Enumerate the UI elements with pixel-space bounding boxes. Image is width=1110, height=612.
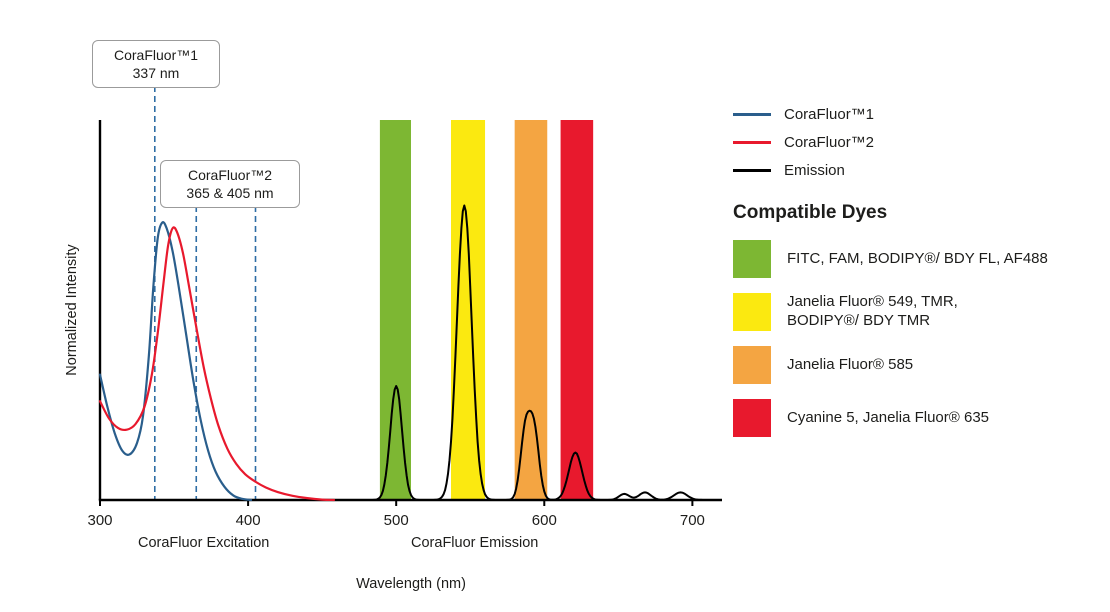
callout-corafluor2-title: CoraFluor™2 xyxy=(187,167,273,183)
corafluor1-line-swatch xyxy=(733,112,771,116)
axis-section-label-1: CoraFluor Excitation xyxy=(138,535,269,551)
legend-label-corafluor2: CoraFluor™2 xyxy=(784,133,875,151)
callout-corafluor1: CoraFluor™1 337 nm xyxy=(92,40,220,89)
red-dye-label: Cyanine 5, Janelia Fluor® 635 xyxy=(787,408,990,426)
legend-item-corafluor1: CoraFluor™1 xyxy=(733,104,1105,124)
axis-section-label-2: CoraFluor Emission xyxy=(411,535,538,551)
x-tick-label-600: 600 xyxy=(532,512,557,529)
callout-corafluor1-title: CoraFluor™1 xyxy=(113,47,199,63)
dye-item-red: Cyanine 5, Janelia Fluor® 635 xyxy=(733,399,1105,437)
filter-band-3 xyxy=(514,120,548,500)
yellow-dye-swatch xyxy=(733,293,771,331)
callout-corafluor2-value: 365 & 405 nm xyxy=(186,185,274,202)
dye-item-green: FITC, FAM, BODIPY®/ BDY FL, AF488 xyxy=(733,240,1105,278)
yellow-dye-label: Janelia Fluor® 549, TMR, BODIPY®/ BDY TM… xyxy=(787,293,958,329)
legend-item-emission: Emission xyxy=(733,160,1105,180)
legend-label-corafluor1: CoraFluor™1 xyxy=(784,105,875,123)
red-dye-swatch xyxy=(733,399,771,437)
filter-band-1 xyxy=(379,120,411,500)
corafluor2-line-swatch xyxy=(733,140,771,144)
curve-2-emission xyxy=(347,204,718,501)
callout-corafluor1-value: 337 nm xyxy=(132,65,180,82)
x-tick-label-700: 700 xyxy=(680,512,705,529)
legend-panel: CoraFluor™1 CoraFluor™2 Emission Compati… xyxy=(733,104,1105,452)
callout-corafluor2: CoraFluor™2 365 & 405 nm xyxy=(160,160,300,209)
curve-1-corafluor2-excitation xyxy=(98,226,336,502)
filter-band-2 xyxy=(450,120,486,500)
x-tick-label-500: 500 xyxy=(384,512,409,529)
legend-item-corafluor2: CoraFluor™2 xyxy=(733,132,1105,152)
x-tick-label-400: 400 xyxy=(236,512,261,529)
compatible-dyes-heading: Compatible Dyes xyxy=(733,202,888,223)
x-axis-title: Wavelength (nm) xyxy=(356,576,466,592)
orange-dye-label: Janelia Fluor® 585 xyxy=(787,355,914,373)
dye-item-yellow: Janelia Fluor® 549, TMR, BODIPY®/ BDY TM… xyxy=(733,293,1105,331)
green-dye-swatch xyxy=(733,240,771,278)
orange-dye-swatch xyxy=(733,346,771,384)
x-tick-label-300: 300 xyxy=(87,512,112,529)
emission-line-swatch xyxy=(733,168,771,172)
filter-band-4 xyxy=(560,120,594,500)
legend-label-emission: Emission xyxy=(784,161,845,179)
dye-item-orange: Janelia Fluor® 585 xyxy=(733,346,1105,384)
curve-0-corafluor1-excitation xyxy=(98,221,253,502)
spectra-chart: 300 400 500 600 700 CoraFluor Excitation CoraF… xyxy=(64,86,722,592)
y-axis-title: Normalized Intensity xyxy=(64,244,80,376)
green-dye-label: FITC, FAM, BODIPY®/ BDY FL, AF488 xyxy=(787,249,1048,267)
